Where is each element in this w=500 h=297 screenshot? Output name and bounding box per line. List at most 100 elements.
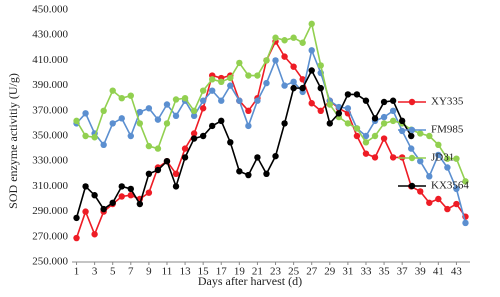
point	[290, 63, 297, 70]
point	[290, 34, 297, 41]
point	[145, 142, 153, 150]
point	[82, 208, 89, 215]
point	[218, 78, 225, 86]
point	[100, 205, 107, 213]
point	[172, 112, 180, 120]
point	[199, 132, 207, 140]
point	[453, 200, 460, 208]
point	[371, 154, 379, 161]
point	[245, 122, 252, 130]
point	[100, 107, 107, 115]
point	[389, 154, 397, 161]
point	[290, 84, 297, 92]
point	[317, 107, 324, 115]
point	[136, 108, 144, 116]
point	[326, 101, 333, 108]
point	[389, 97, 397, 104]
legend-label: JD31	[431, 152, 454, 164]
point	[245, 171, 252, 179]
point	[254, 154, 261, 161]
x-tick-label: 29	[324, 266, 336, 278]
x-tick-label: 37	[397, 266, 409, 278]
point	[308, 20, 315, 28]
point	[127, 132, 134, 140]
x-tick-label: 13	[180, 266, 192, 278]
point	[172, 183, 180, 190]
point	[263, 79, 270, 87]
point	[154, 116, 162, 123]
point	[398, 127, 406, 135]
point	[380, 98, 388, 106]
point	[272, 152, 279, 160]
y-axis-label: SOD enzyme activitiy (U/g)	[6, 73, 20, 209]
point	[371, 115, 379, 122]
legend-marker	[408, 182, 416, 190]
point	[91, 134, 98, 141]
y-tick-label: 370.000	[32, 104, 68, 116]
point	[172, 96, 180, 103]
point	[353, 125, 361, 132]
point	[118, 193, 125, 200]
y-tick-label: 330.000	[32, 155, 68, 167]
legend-label: XY335	[431, 96, 464, 108]
y-tick-label: 310.000	[32, 180, 68, 192]
x-tick-label: 39	[415, 266, 427, 278]
point	[299, 39, 306, 46]
point	[263, 57, 270, 64]
point	[417, 130, 424, 137]
point	[154, 166, 162, 174]
x-tick-label: 5	[110, 266, 116, 278]
point	[362, 97, 370, 104]
point	[344, 91, 352, 98]
point	[444, 155, 451, 162]
point	[145, 170, 153, 177]
point	[453, 155, 460, 162]
x-axis-label: Days after harvest (d)	[198, 274, 302, 288]
point	[389, 117, 397, 125]
x-tick-label: 35	[379, 266, 391, 278]
point	[181, 145, 189, 152]
point	[236, 97, 243, 104]
point	[227, 74, 234, 82]
x-tick-label: 25	[288, 266, 300, 278]
point	[163, 120, 171, 127]
point	[281, 82, 288, 89]
point	[109, 199, 116, 206]
point	[118, 183, 125, 190]
point	[82, 110, 89, 117]
point	[272, 34, 279, 41]
point	[317, 62, 324, 69]
y-tick-label: 250.000	[32, 256, 68, 268]
point	[417, 188, 424, 195]
point	[209, 76, 216, 83]
point	[426, 173, 433, 180]
point	[281, 37, 288, 44]
point	[218, 97, 225, 104]
point	[127, 192, 134, 199]
point	[236, 168, 243, 175]
point	[380, 120, 388, 127]
point	[335, 110, 343, 117]
point	[362, 139, 370, 146]
x-tick-label: 27	[306, 266, 318, 278]
y-tick-label: 410.000	[32, 54, 68, 66]
point	[145, 189, 153, 196]
point	[109, 87, 116, 94]
x-tick-label: 7	[128, 266, 134, 278]
x-tick-label: 3	[92, 266, 98, 278]
x-tick-label: 41	[433, 266, 444, 278]
point	[435, 151, 442, 159]
point	[281, 120, 288, 127]
point	[199, 97, 207, 104]
point	[245, 107, 252, 115]
legend-label: FM985	[431, 124, 464, 136]
point	[73, 117, 80, 125]
x-tick-label: 43	[451, 266, 463, 278]
y-tick-label: 270.000	[32, 230, 68, 242]
point	[281, 53, 288, 60]
point	[227, 82, 234, 89]
legend-marker	[408, 154, 416, 162]
point	[444, 164, 451, 171]
x-tick-label: 1	[74, 266, 80, 278]
